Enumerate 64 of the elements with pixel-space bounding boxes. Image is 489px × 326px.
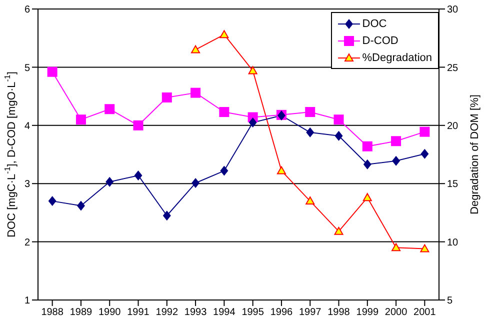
point xyxy=(219,107,230,118)
point xyxy=(363,159,372,170)
y-tick-label: 3 xyxy=(24,179,30,190)
point xyxy=(276,166,286,174)
point xyxy=(133,120,144,130)
point xyxy=(305,107,316,118)
x-tick-label: 1989 xyxy=(70,307,93,318)
y2-tick-label: 25 xyxy=(447,62,459,74)
point xyxy=(191,45,200,54)
point xyxy=(76,200,85,211)
y2-tick-label: 10 xyxy=(447,237,459,248)
point xyxy=(420,244,430,252)
y2-tick-label: 30 xyxy=(447,4,459,16)
point xyxy=(220,166,228,176)
x-tick-label: 1992 xyxy=(156,307,178,318)
y2-tick-label: 15 xyxy=(447,179,459,190)
y-tick-label: 6 xyxy=(24,4,30,16)
point xyxy=(48,196,56,206)
point xyxy=(334,226,344,235)
x-tick-label: 1996 xyxy=(270,307,294,318)
y-tick-label: 2 xyxy=(24,237,30,248)
x-tick-label: 1997 xyxy=(298,307,322,318)
point xyxy=(248,117,257,128)
x-tick-label: 1993 xyxy=(184,307,208,318)
point xyxy=(162,92,172,102)
point xyxy=(192,178,200,188)
y-tick-label: 1 xyxy=(24,296,30,307)
x-tick-label: 1998 xyxy=(328,307,350,318)
point xyxy=(47,66,58,77)
point xyxy=(76,114,86,125)
y2-tick-label: 20 xyxy=(447,120,459,132)
y2-tick-label: 5 xyxy=(447,296,453,307)
x-tick-label: 1988 xyxy=(41,307,64,318)
point xyxy=(420,126,430,137)
point xyxy=(134,170,142,180)
point xyxy=(248,66,258,74)
y-tick-label: 5 xyxy=(24,62,30,74)
point xyxy=(306,196,315,205)
x-tick-label: 1999 xyxy=(356,307,379,318)
x-tick-label: 2000 xyxy=(384,307,408,318)
point xyxy=(420,148,429,159)
legend-label: DOC xyxy=(362,18,387,30)
point xyxy=(104,104,115,114)
x-tick-label: 2001 xyxy=(414,307,436,318)
x-tick-label: 1995 xyxy=(242,307,264,318)
y-tick-label: 4 xyxy=(24,120,30,132)
x-tick-label: 1994 xyxy=(213,307,236,318)
point xyxy=(106,176,114,187)
legend-label: D-COD xyxy=(362,34,398,46)
point xyxy=(362,193,372,202)
point xyxy=(392,243,401,252)
point xyxy=(220,30,229,38)
x-tick-label: 1990 xyxy=(98,307,122,318)
point xyxy=(362,141,372,152)
point xyxy=(334,130,343,141)
y2-axis-title: Degradation of DOM [%] xyxy=(469,94,481,214)
point xyxy=(162,210,171,221)
legend-label: %Degradation xyxy=(362,52,432,64)
x-tick-label: 1991 xyxy=(127,307,150,318)
point xyxy=(334,114,344,125)
point xyxy=(392,156,400,166)
point xyxy=(306,127,314,138)
point xyxy=(391,136,402,146)
point xyxy=(190,88,201,98)
